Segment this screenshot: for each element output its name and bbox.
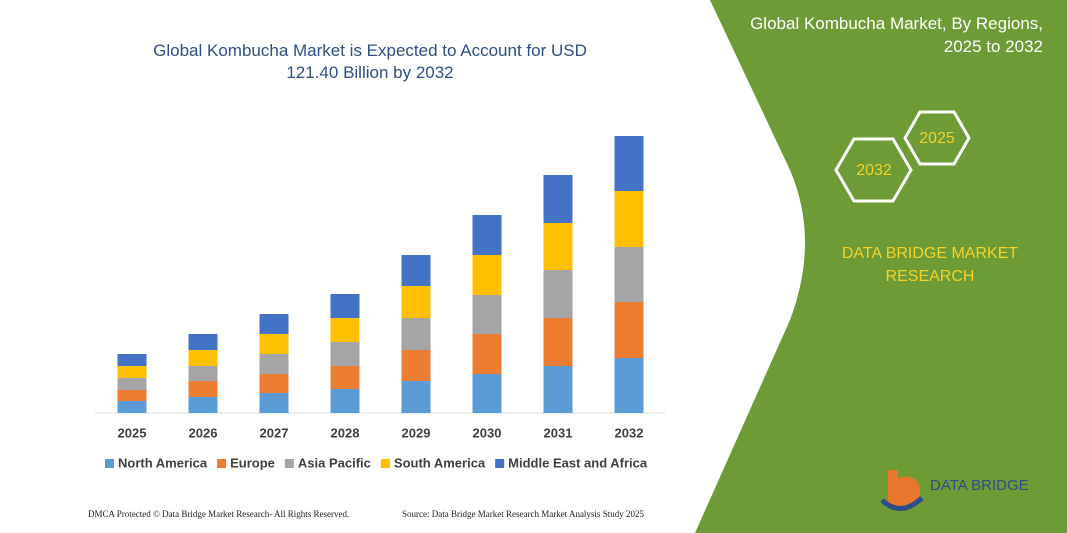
bar-segment: [117, 378, 147, 390]
bar-segment: [401, 350, 431, 381]
bar-segment: [401, 381, 431, 413]
bar-segment: [543, 175, 573, 223]
bar-segment: [330, 366, 360, 389]
legend-swatch: [217, 459, 227, 468]
bar-segment: [117, 366, 147, 378]
legend-swatch: [284, 459, 294, 468]
bar-segment: [188, 350, 218, 366]
bar-segment: [614, 247, 644, 302]
bar-segment: [614, 358, 644, 413]
hex-label: 2025: [919, 130, 955, 147]
chart-title: Global Kombucha Market is Expected to Ac…: [153, 41, 587, 82]
bar-segment: [614, 136, 644, 191]
logo-mark: [888, 470, 920, 509]
x-tick-label: 2025: [118, 425, 147, 440]
brand: DATA BRIDGE MARKET RESEARCH: [841, 245, 1019, 285]
bar-segment: [188, 334, 218, 350]
bar-segment: [330, 389, 360, 413]
x-tick-label: 2029: [402, 425, 431, 440]
panel-title: Global Kombucha Market, By Regions, 2025…: [750, 14, 1043, 56]
bar-segment: [472, 295, 502, 334]
hexagon: [903, 110, 971, 166]
bar-segment: [472, 374, 502, 413]
bar-segment: [543, 366, 573, 413]
legend-label: Asia Pacific: [298, 455, 371, 470]
x-tick-label: 2028: [331, 425, 360, 440]
x-tick-label: 2032: [615, 425, 644, 440]
bar-segment: [401, 286, 431, 318]
legend-label: Europe: [230, 455, 275, 470]
bar-segment: [614, 302, 644, 358]
bar-segment: [188, 381, 218, 397]
bar-segment: [259, 314, 289, 334]
bar-segment: [472, 215, 502, 255]
bar-segment: [330, 342, 360, 366]
bar-segment: [401, 255, 431, 286]
legend-label: North America: [118, 455, 208, 470]
hex-label: 2032: [856, 162, 892, 179]
bar-segment: [401, 318, 431, 350]
bar-segment: [543, 318, 573, 366]
bar-segment: [117, 354, 147, 366]
bar-segment: [259, 354, 289, 374]
bar-segment: [259, 393, 289, 413]
x-tick-label: 2030: [473, 425, 502, 440]
legend-swatch: [495, 459, 505, 468]
bar-segment: [188, 397, 218, 413]
legend-label: Middle East and Africa: [508, 455, 648, 470]
x-tick-label: 2026: [189, 425, 218, 440]
footer-right: Source: Data Bridge Market Research Mark…: [402, 509, 644, 519]
bar-segment: [259, 334, 289, 354]
bar-segment: [614, 191, 644, 247]
bar-segment: [188, 366, 218, 381]
bar-segment: [117, 401, 147, 413]
bar-segment: [330, 318, 360, 342]
bar-segment: [472, 334, 502, 374]
x-tick-label: 2031: [544, 425, 573, 440]
bar-segment: [543, 270, 573, 318]
bar-segment: [259, 374, 289, 393]
logo-text: DATA BRIDGE: [930, 477, 1029, 494]
legend-label: South America: [394, 455, 486, 470]
bar-segment: [472, 255, 502, 295]
hexagon: [834, 137, 913, 203]
footer-left: DMCA Protected © Data Bridge Market Rese…: [88, 509, 349, 519]
bar-segment: [543, 223, 573, 270]
green-panel: [695, 0, 1067, 533]
bar-segment: [117, 390, 147, 401]
legend-swatch: [105, 459, 114, 468]
x-tick-label: 2027: [260, 425, 289, 440]
bar-segment: [330, 294, 360, 318]
logo-mark: [880, 496, 924, 511]
logo: DATA BRIDGE: [880, 470, 1029, 511]
legend-swatch: [380, 459, 390, 468]
